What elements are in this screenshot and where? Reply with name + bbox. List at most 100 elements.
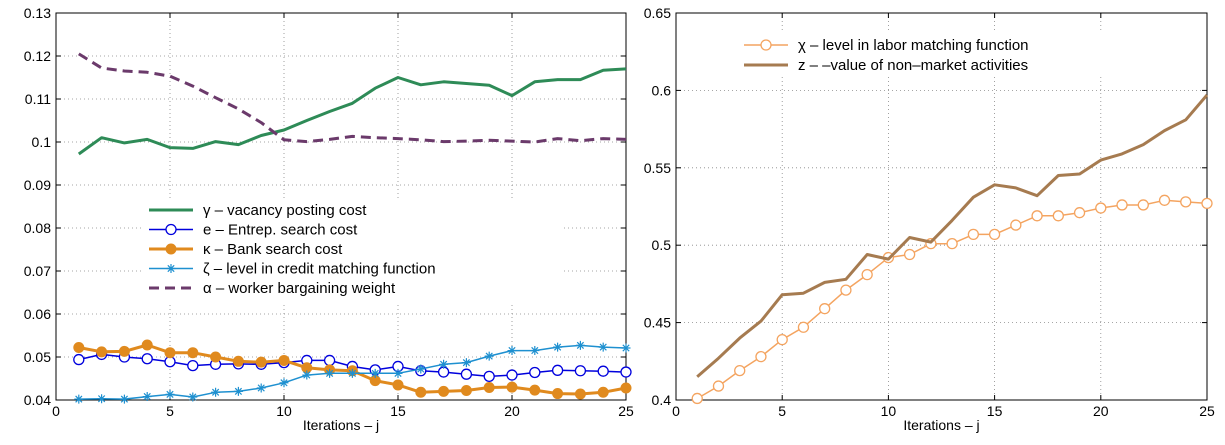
data-point (797, 321, 810, 333)
y-tick-label: 0.09 (24, 177, 51, 193)
legend-swatch-marker (760, 39, 772, 51)
data-point (946, 238, 958, 250)
data-point (776, 333, 788, 346)
legend-label: χ – level in labor matching function (798, 37, 1029, 54)
data-point (506, 369, 518, 381)
data-point (691, 392, 703, 405)
y-tick-label: 0.05 (24, 349, 51, 365)
data-point (967, 228, 980, 241)
legend-label: κ – Bank search cost (203, 241, 343, 258)
data-point (142, 392, 152, 402)
plot-frame (55, 12, 627, 401)
y-tick-label: 0.06 (24, 306, 51, 322)
data-point (73, 342, 85, 354)
data-point (903, 248, 916, 261)
data-point (1180, 196, 1192, 208)
x-tick-label: 20 (1093, 403, 1109, 419)
data-point (141, 353, 153, 365)
data-point (460, 385, 472, 397)
y-tick-label: 0.11 (25, 91, 51, 107)
data-point (119, 394, 129, 404)
chart-panel-1: 0 5 10 15 20 25 0.04 0.05 0.06 0.07 0.08 0.09 0.1 0.1… (24, 5, 634, 433)
data-point (551, 364, 564, 376)
y-tick-label: 0.08 (24, 220, 51, 236)
data-point (861, 268, 873, 281)
data-point (438, 385, 450, 397)
y-tick-label: 0.04 (24, 392, 51, 408)
data-point (620, 366, 632, 378)
data-point (188, 392, 198, 402)
x-tick-label: 5 (166, 403, 174, 419)
data-point (74, 394, 84, 404)
data-point (461, 358, 471, 368)
y-tick-label: 0.4 (652, 392, 672, 408)
y-tick-label: 0.12 (24, 48, 51, 64)
data-point (279, 378, 289, 388)
y-tick-label: 0.55 (644, 160, 671, 176)
data-point (233, 386, 243, 396)
data-point (597, 386, 609, 398)
data-point (415, 386, 427, 398)
data-point (1137, 199, 1149, 211)
series-1 (691, 194, 1213, 405)
series-5 (78, 52, 627, 144)
data-point (1031, 210, 1043, 222)
legend-label: z – –value of non–market activities (798, 57, 1028, 74)
legend-swatch-marker (165, 223, 177, 236)
data-point (165, 389, 175, 399)
x-axis-label: Iterations – j (903, 417, 979, 433)
data-point (325, 368, 335, 378)
chart-panel-2: 0 5 10 15 20 25 0.4 0.45 0.5 0.55 0.6 0.65 Iteration… (644, 5, 1215, 433)
data-point (620, 382, 632, 394)
data-point (141, 339, 153, 351)
legend-label: ζ – level in credit matching function (203, 261, 436, 278)
y-tick-label: 0.65 (644, 5, 671, 21)
data-point (553, 342, 563, 352)
data-point (416, 364, 426, 374)
x-axis-label: Iterations – j (303, 417, 379, 433)
data-point (96, 346, 108, 358)
series-4 (74, 340, 631, 404)
y-tick-label: 0.5 (652, 237, 672, 253)
legend-label: α – worker bargaining weight (203, 280, 396, 297)
y-tick-label: 0.6 (652, 82, 672, 98)
x-tick-label: 25 (1199, 403, 1215, 419)
y-tick-label: 0.13 (24, 5, 51, 21)
data-point (211, 387, 221, 397)
data-point (574, 388, 586, 400)
data-point (73, 353, 85, 366)
legend-swatch-marker (165, 243, 177, 255)
data-point (210, 351, 222, 363)
legend-label: γ – vacancy posting cost (203, 202, 367, 219)
series-line (696, 199, 1208, 400)
y-tick-label: 0.07 (24, 263, 51, 279)
data-point (755, 351, 767, 363)
data-point (529, 366, 541, 379)
data-point (530, 346, 540, 356)
x-tick-label: 0 (52, 403, 60, 419)
data-point (255, 356, 267, 368)
data-point (1010, 219, 1022, 231)
data-point (1052, 210, 1064, 222)
x-tick-label: 10 (881, 403, 897, 419)
legend-box (738, 33, 1156, 75)
data-point (164, 356, 176, 368)
data-point (597, 365, 609, 377)
x-tick-label: 5 (778, 403, 786, 419)
data-point (392, 379, 404, 391)
data-point (232, 355, 244, 367)
data-point (118, 345, 130, 357)
data-point (483, 370, 495, 383)
data-point (256, 383, 266, 393)
data-point (712, 380, 725, 392)
legend: χ – level in labor matching function z – … (738, 33, 1156, 75)
legend-box (143, 198, 561, 304)
series-2 (696, 94, 1209, 378)
data-point (97, 394, 107, 404)
y-tick-label: 0.45 (644, 315, 671, 331)
series-1 (77, 67, 627, 156)
legend-swatch-marker (166, 264, 176, 273)
x-tick-label: 15 (390, 403, 406, 419)
data-point (507, 346, 517, 356)
